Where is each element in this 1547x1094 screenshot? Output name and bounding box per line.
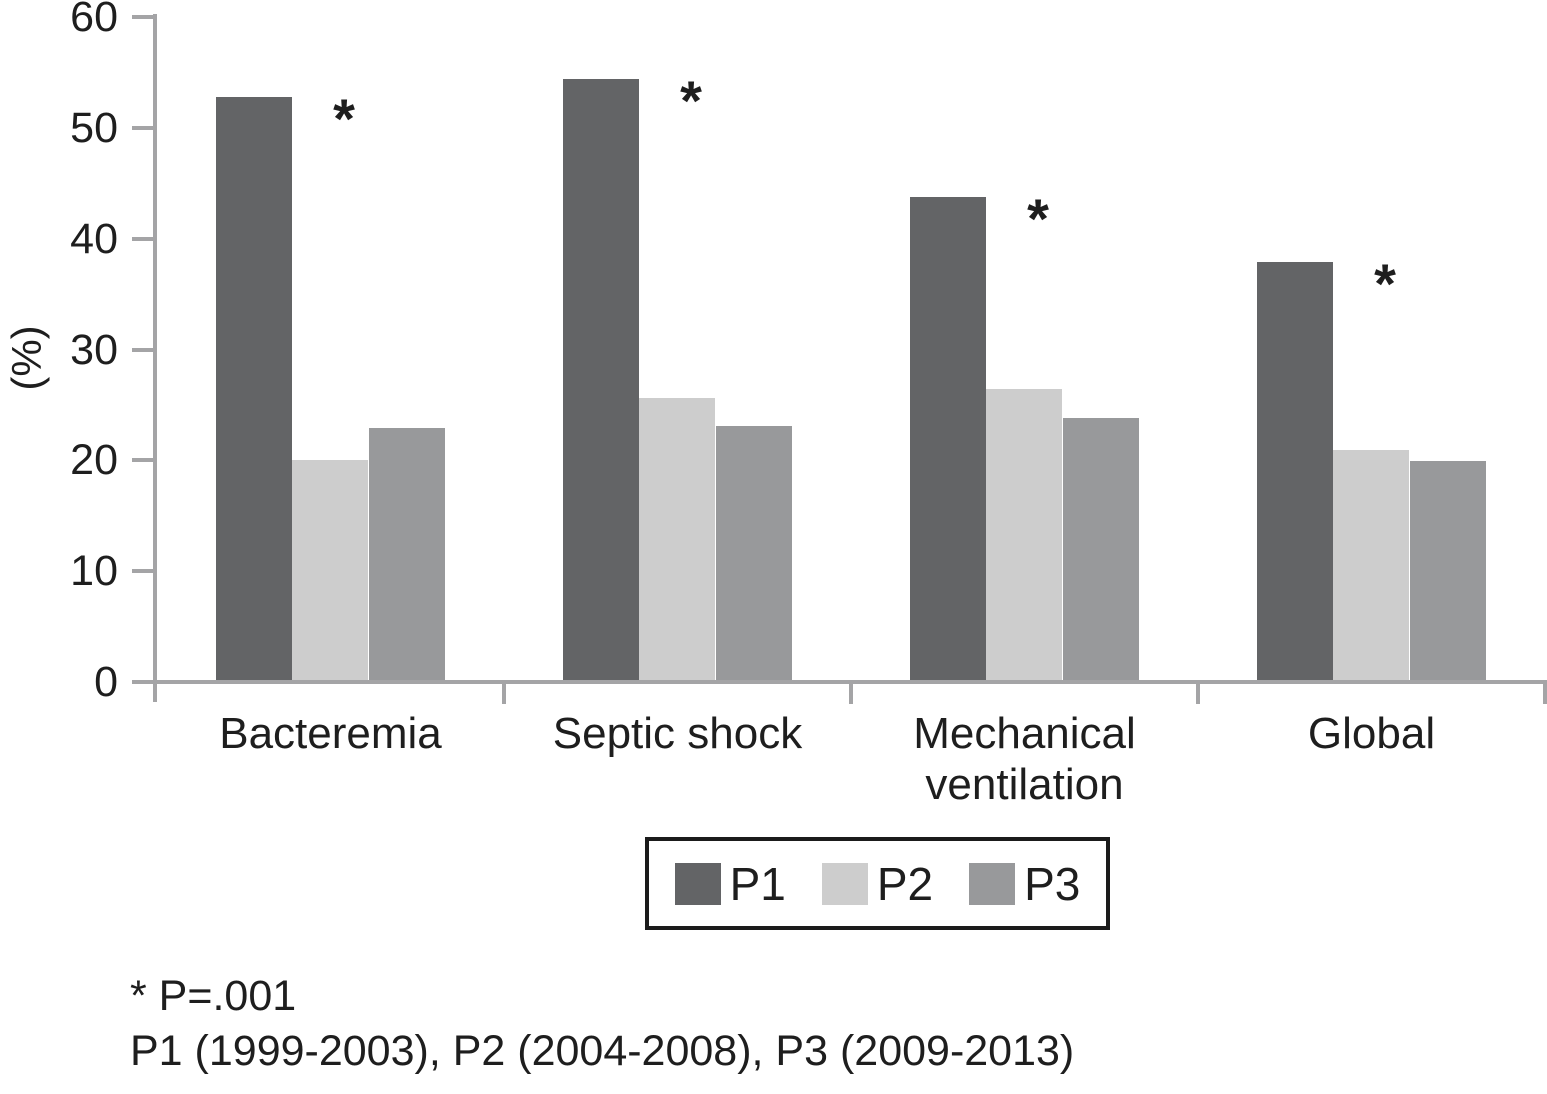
- y-axis-tick: [132, 569, 155, 573]
- x-axis-tick: [1196, 682, 1200, 704]
- significance-asterisk: *: [1027, 187, 1049, 250]
- legend-item-p1: P1: [674, 857, 786, 911]
- y-axis-line: [153, 14, 157, 702]
- x-axis-tick: [1543, 682, 1547, 704]
- bar-mechanical-ventilation-p2: [986, 389, 1062, 682]
- y-tick-label: 10: [70, 547, 118, 595]
- bar-mechanical-ventilation-p3: [1063, 418, 1139, 682]
- y-tick-label: 60: [70, 0, 118, 41]
- bar-global-p3: [1410, 461, 1486, 682]
- y-tick-label: 30: [70, 326, 118, 374]
- bar-bacteremia-p3: [369, 428, 445, 682]
- legend-swatch-p1: [674, 862, 721, 905]
- x-category-label: Global: [1307, 709, 1436, 758]
- x-axis-tick: [502, 682, 506, 704]
- y-axis-tick: [132, 348, 155, 352]
- bar-septic-shock-p2: [639, 398, 715, 682]
- legend: P1 P2 P3: [645, 837, 1110, 930]
- legend-item-p3: P3: [969, 857, 1080, 911]
- bar-global-p2: [1333, 450, 1409, 682]
- y-axis-tick: [132, 680, 155, 684]
- y-axis-title: (%): [3, 325, 50, 391]
- y-tick-label: 20: [70, 436, 118, 484]
- footnote-significance: * P=.001: [130, 972, 297, 1020]
- footnote-periods: P1 (1999-2003), P2 (2004-2008), P3 (2009…: [130, 1027, 1075, 1075]
- significance-asterisk: *: [333, 87, 355, 150]
- y-tick-label: 40: [70, 215, 118, 263]
- x-axis-tick: [849, 682, 853, 704]
- y-tick-label: 50: [70, 104, 118, 152]
- y-axis-tick: [132, 126, 155, 130]
- legend-label: P2: [876, 857, 934, 910]
- y-axis-tick: [132, 237, 155, 241]
- legend-item-p2: P2: [821, 857, 934, 911]
- bar-bacteremia-p1: [216, 97, 292, 682]
- x-category-label: Septic shock: [552, 709, 803, 758]
- bar-bacteremia-p2: [292, 460, 368, 682]
- y-tick-label: 0: [94, 658, 118, 706]
- significance-asterisk: *: [680, 69, 702, 132]
- legend-label: P3: [1024, 857, 1081, 910]
- legend-swatch-p3: [969, 862, 1016, 905]
- bar-septic-shock-p3: [716, 426, 792, 682]
- x-category-label: Bacteremia: [219, 709, 442, 758]
- x-category-label: Mechanical ventilation: [913, 709, 1136, 809]
- legend-label: P1: [729, 857, 786, 910]
- y-axis-tick: [132, 458, 155, 462]
- legend-swatch-p2: [821, 862, 868, 905]
- bar-mechanical-ventilation-p1: [910, 197, 986, 682]
- y-axis-tick: [132, 15, 155, 19]
- significance-asterisk: *: [1374, 252, 1396, 315]
- bar-global-p1: [1257, 262, 1333, 682]
- bar-septic-shock-p1: [563, 79, 639, 682]
